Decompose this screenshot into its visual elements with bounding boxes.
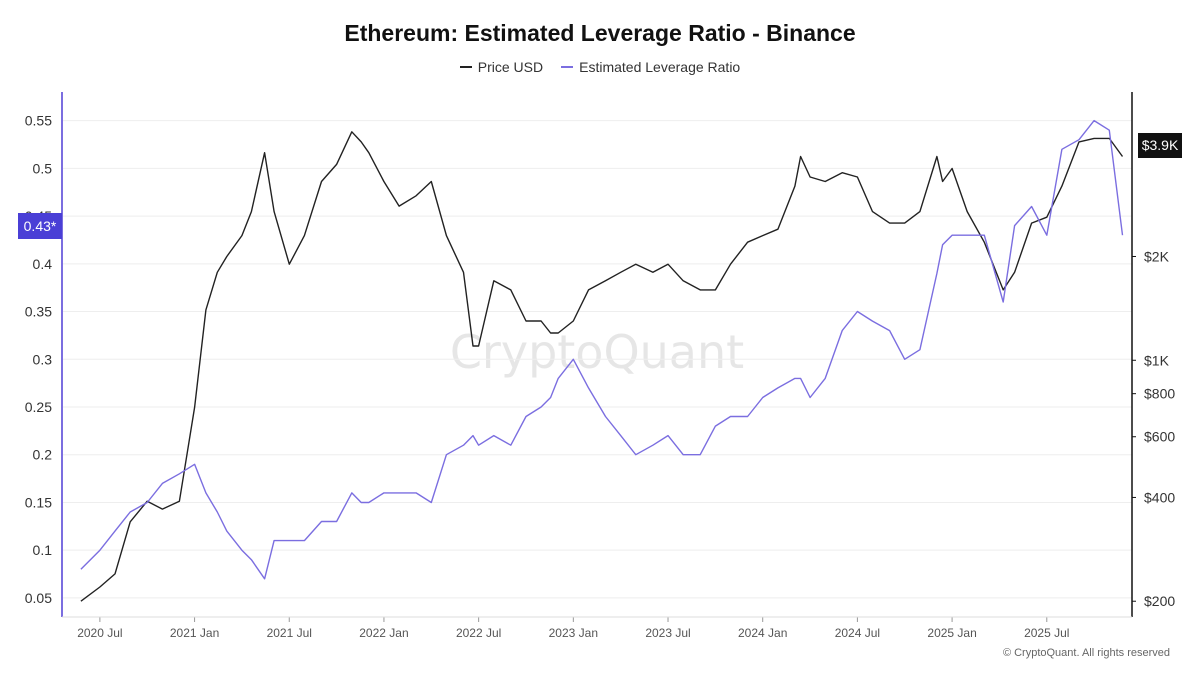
- current-price-badge: [1138, 133, 1182, 158]
- x-tick-label-6: 2023 Jul: [645, 626, 690, 640]
- x-tick-label-4: 2022 Jul: [456, 626, 501, 640]
- x-tick-label-7: 2024 Jan: [738, 626, 787, 640]
- badge-layer: 0.43* $3.9K: [18, 133, 1182, 239]
- left-tick-label-10: 0.05: [25, 590, 52, 606]
- right-tick-label-0: $2K: [1144, 248, 1170, 264]
- left-tick-label-3: 0.4: [33, 256, 53, 272]
- x-tick-label-1: 2021 Jan: [170, 626, 219, 640]
- left-tick-label-8: 0.15: [25, 494, 52, 510]
- legend-label-price: Price USD: [477, 59, 544, 75]
- right-tick-label-1: $1K: [1144, 352, 1170, 368]
- left-tick-label-6: 0.25: [25, 399, 52, 415]
- left-axis: 0.550.50.450.40.350.30.250.20.150.10.05: [25, 92, 63, 617]
- legend-swatch-price: [459, 66, 472, 68]
- x-tick-label-3: 2022 Jan: [359, 626, 408, 640]
- x-axis: 2020 Jul 2021 Jan 2021 Jul 2022 Jan 2022 Jul…: [62, 616, 1132, 640]
- grid-layer: [62, 120, 1132, 599]
- x-tick-label-5: 2023 Jan: [549, 626, 598, 640]
- current-leverage-label: 0.43*: [24, 218, 57, 234]
- left-tick-label-7: 0.2: [33, 447, 53, 463]
- right-axis: $2K $1K $800 $600 $400 $200: [1131, 92, 1175, 617]
- x-tick-label-0: 2020 Jul: [77, 626, 122, 640]
- x-tick-label-9: 2025 Jan: [927, 626, 976, 640]
- right-tick-label-4: $400: [1144, 489, 1175, 505]
- legend: Price USD Estimated Leverage Ratio: [0, 59, 1200, 75]
- copyright-footer: © CryptoQuant. All rights reserved: [1002, 647, 1170, 659]
- left-tick-label-5: 0.3: [33, 351, 53, 367]
- legend-item-price[interactable]: Price USD: [459, 59, 544, 75]
- series-layer: [80, 119, 1124, 602]
- legend-label-leverage: Estimated Leverage Ratio: [579, 59, 741, 75]
- current-leverage-badge: [18, 213, 62, 239]
- right-tick-label-5: $200: [1144, 593, 1175, 609]
- legend-item-leverage[interactable]: Estimated Leverage Ratio: [561, 59, 740, 75]
- legend-swatch-leverage: [561, 66, 574, 68]
- left-tick-label-4: 0.35: [25, 304, 52, 320]
- x-tick-label-10: 2025 Jul: [1024, 626, 1069, 640]
- current-price-label: $3.9K: [1142, 137, 1179, 153]
- series-line-leverage: [80, 119, 1124, 580]
- watermark-text: CryptoQuant: [450, 325, 744, 379]
- right-tick-label-3: $600: [1144, 429, 1175, 445]
- left-tick-label-0: 0.55: [25, 113, 52, 129]
- x-tick-label-8: 2024 Jul: [835, 626, 880, 640]
- chart-title: Ethereum: Estimated Leverage Ratio - Bin…: [344, 20, 856, 46]
- left-tick-label-1: 0.5: [33, 160, 53, 176]
- right-tick-label-2: $800: [1144, 386, 1175, 402]
- series-line-price: [80, 131, 1124, 602]
- left-tick-label-9: 0.1: [33, 542, 53, 558]
- x-tick-label-2: 2021 Jul: [267, 626, 312, 640]
